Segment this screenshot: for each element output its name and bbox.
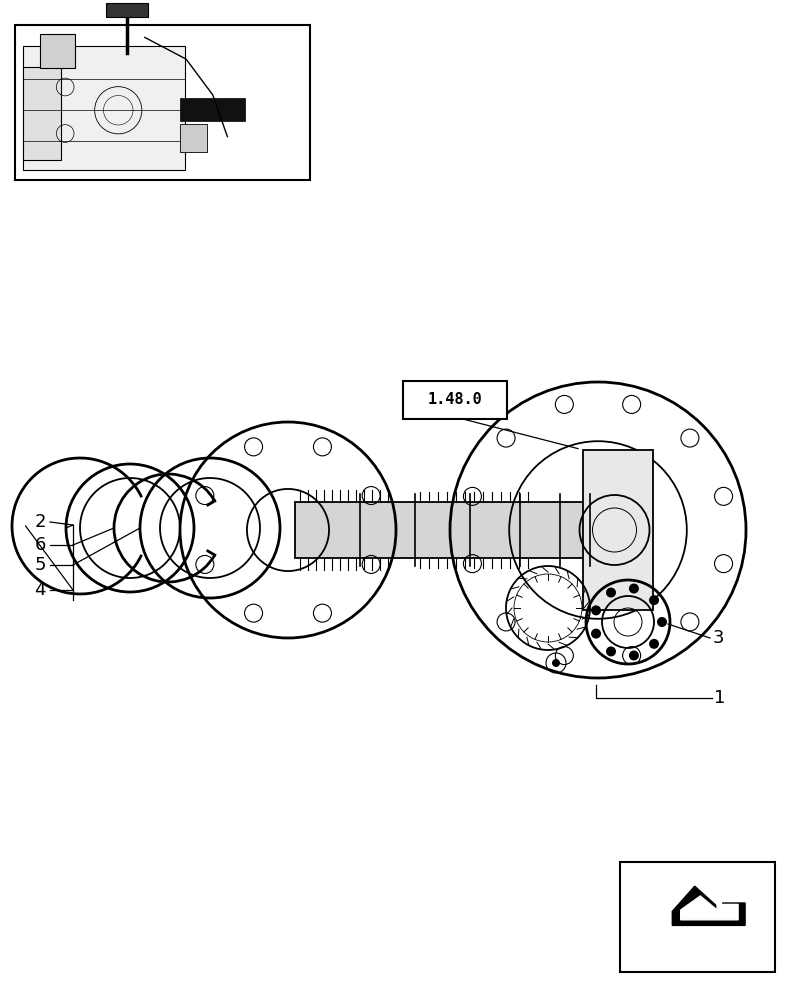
Bar bbox=[40, 34, 75, 68]
Bar bbox=[23, 46, 185, 170]
Bar bbox=[180, 98, 245, 121]
Circle shape bbox=[649, 639, 659, 649]
Text: 2: 2 bbox=[34, 513, 46, 531]
Circle shape bbox=[629, 584, 639, 594]
Bar bbox=[23, 67, 61, 160]
Circle shape bbox=[591, 629, 601, 639]
Bar bbox=[15, 25, 310, 180]
Text: 3: 3 bbox=[712, 629, 724, 647]
Circle shape bbox=[606, 646, 616, 656]
Bar bbox=[620, 862, 775, 972]
Circle shape bbox=[649, 595, 659, 605]
Bar bbox=[180, 124, 207, 152]
Circle shape bbox=[606, 588, 616, 598]
Circle shape bbox=[591, 605, 601, 615]
Text: 1: 1 bbox=[714, 689, 726, 707]
Bar bbox=[295, 502, 635, 558]
Polygon shape bbox=[672, 886, 745, 925]
Polygon shape bbox=[680, 896, 738, 920]
Circle shape bbox=[629, 650, 639, 660]
Circle shape bbox=[552, 659, 560, 667]
Bar bbox=[583, 450, 653, 610]
Text: 1.48.0: 1.48.0 bbox=[427, 392, 482, 408]
FancyBboxPatch shape bbox=[403, 381, 507, 419]
Text: 4: 4 bbox=[34, 581, 46, 599]
Circle shape bbox=[657, 617, 667, 627]
Bar bbox=[107, 3, 148, 17]
Text: 6: 6 bbox=[34, 536, 46, 554]
Text: 5: 5 bbox=[34, 556, 46, 574]
